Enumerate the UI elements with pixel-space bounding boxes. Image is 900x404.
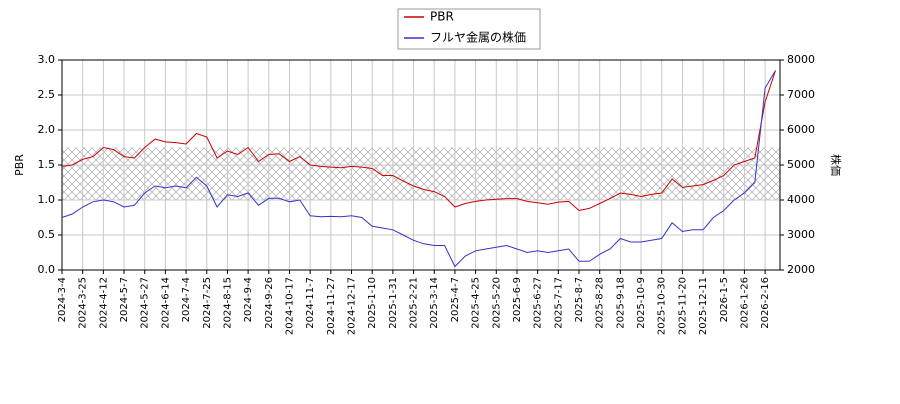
x-tick-label: 2024-3-25 (78, 277, 89, 329)
y-tick-label: 2.0 (38, 123, 56, 136)
x-tick-label: 2024-7-4 (181, 277, 192, 322)
hatched-band (62, 147, 780, 200)
x-tick-label: 2025-2-21 (409, 277, 420, 329)
x-tick-label: 2025-9-18 (615, 277, 626, 329)
plot-frame (61, 59, 781, 271)
x-tick-label: 2025-7-17 (553, 277, 564, 329)
x-tick-label: 2024-9-4 (243, 277, 254, 322)
x-tick-label: 2025-6-9 (512, 277, 523, 322)
x-tick-label: 2025-10-9 (636, 277, 647, 329)
x-tick-label: 2024-12-17 (347, 277, 358, 335)
x-tick-label: 2025-10-30 (657, 277, 668, 335)
x-tick-label: 2025-8-28 (595, 277, 606, 329)
x-tick-label: 2025-8-7 (574, 277, 585, 322)
x-tick-label: 2024-7-25 (202, 277, 213, 329)
x-tick-label: 2025-1-10 (367, 277, 378, 329)
y2-axis-label: 株価 (829, 154, 843, 176)
y2-tick-label: 6000 (787, 123, 815, 136)
x-tick-label: 2025-6-27 (533, 277, 544, 329)
x-tick-label: 2024-6-14 (160, 277, 171, 329)
x-tick-label: 2026-2-16 (760, 277, 771, 329)
y-tick-label: 3.0 (38, 53, 56, 66)
x-tick-label: 2024-11-7 (305, 277, 316, 329)
x-tick-label: 2025-5-20 (491, 277, 502, 329)
y2-tick-label: 5000 (787, 158, 815, 171)
x-tick-label: 2024-5-27 (140, 277, 151, 329)
legend-box (397, 8, 541, 50)
series-line (61, 70, 776, 212)
x-tick-label: 2024-3-4 (57, 277, 68, 322)
y-tick-label: 2.5 (38, 88, 56, 101)
y-tick-label: 0.5 (38, 228, 56, 241)
x-tick-label: 2024-10-17 (284, 277, 295, 335)
y2-tick-label: 4000 (787, 193, 815, 206)
y2-tick-label: 7000 (787, 88, 815, 101)
legend-label: PBR (430, 10, 454, 24)
y-tick-label: 1.0 (38, 193, 56, 206)
x-tick-label: 2024-11-27 (326, 277, 337, 335)
x-tick-label: 2025-4-7 (450, 277, 461, 322)
x-tick-label: 2025-4-25 (471, 277, 482, 329)
x-tick-label: 2025-12-11 (698, 277, 709, 335)
x-tick-label: 2024-5-7 (119, 277, 130, 322)
x-tick-label: 2026-1-5 (719, 277, 730, 322)
x-tick-label: 2025-11-20 (677, 277, 688, 335)
y-tick-label: 1.5 (38, 158, 56, 171)
x-tick-label: 2026-1-26 (739, 277, 750, 329)
legend-label: フルヤ金属の株価 (430, 30, 526, 45)
y2-tick-label: 3000 (787, 228, 815, 241)
series-line (61, 70, 776, 268)
x-tick-label: 2025-3-14 (429, 277, 440, 329)
x-tick-label: 2025-1-31 (388, 277, 399, 329)
x-tick-label: 2024-8-15 (222, 277, 233, 329)
x-tick-label: 2024-9-26 (264, 277, 275, 329)
y2-tick-label: 2000 (787, 263, 815, 276)
x-tick-label: 2024-4-12 (98, 277, 109, 329)
y-axis-label: PBR (13, 154, 26, 176)
y2-tick-label: 8000 (787, 53, 815, 66)
y-tick-label: 0.0 (38, 263, 56, 276)
